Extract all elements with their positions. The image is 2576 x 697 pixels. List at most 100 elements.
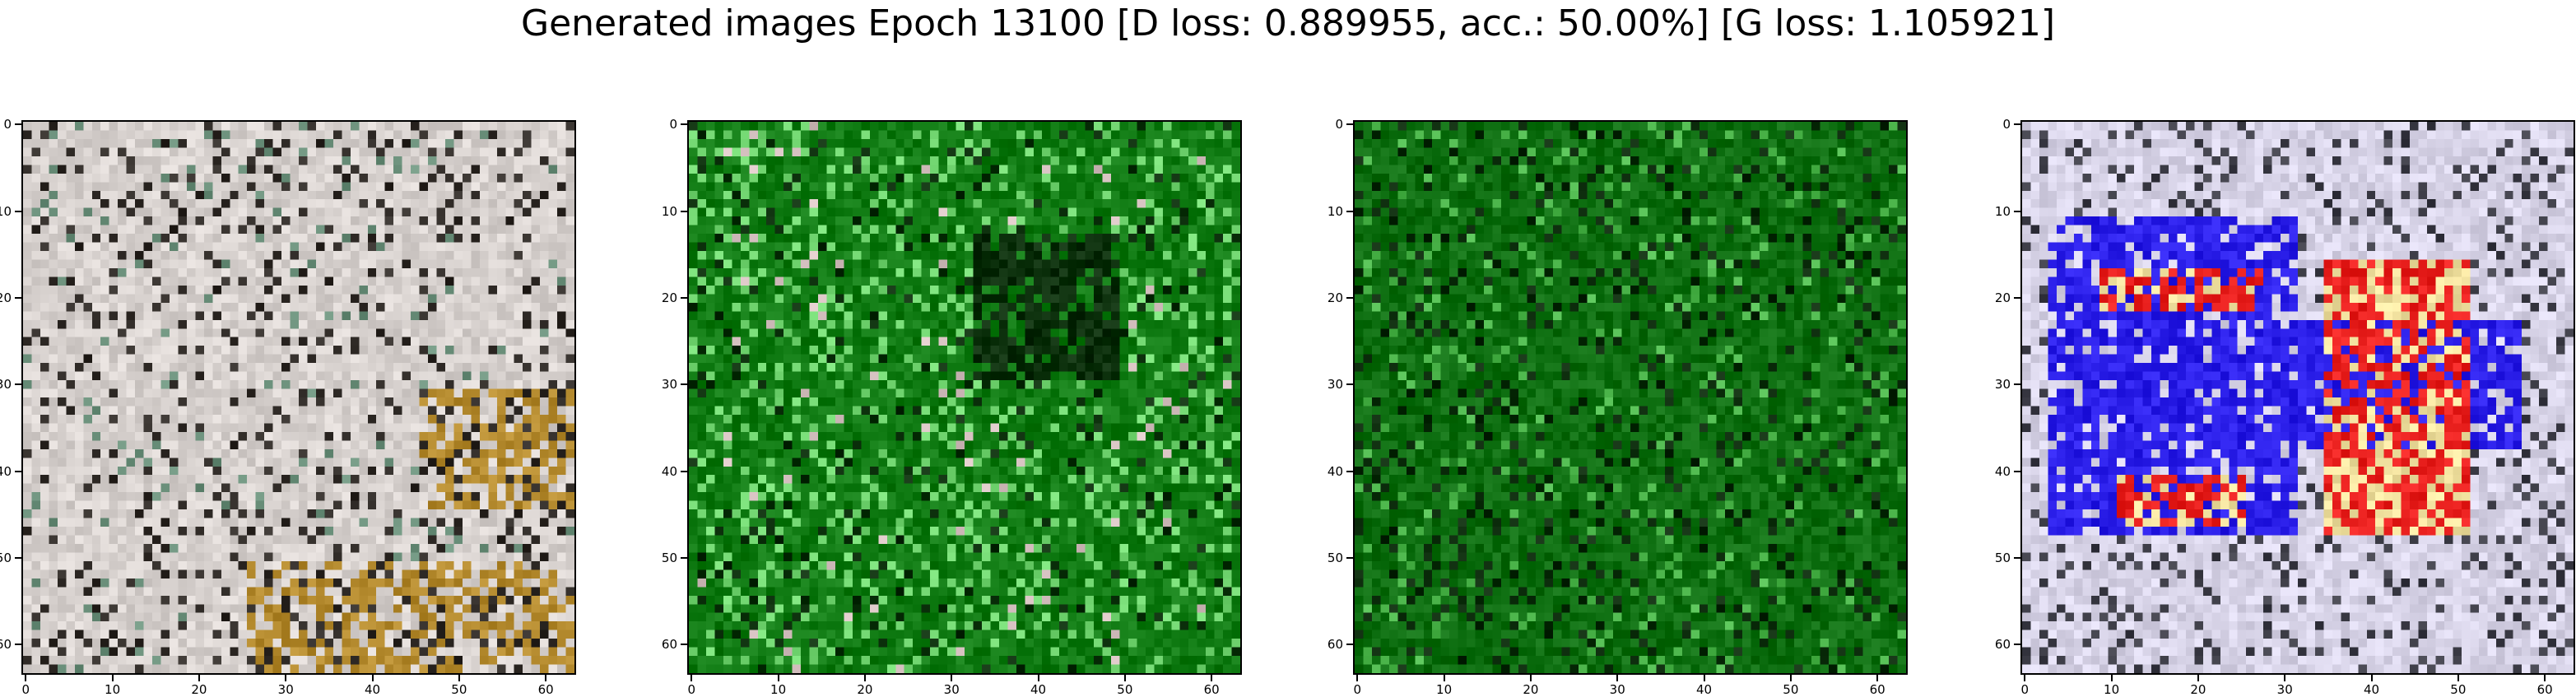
generated-image-canvas [2022,122,2574,673]
x-tick-label: 0 [2020,682,2030,697]
y-tick-mark [1346,644,1353,646]
y-tick-label: 10 [661,203,677,219]
x-tick-mark [1211,675,1213,681]
x-tick-mark [1876,675,1879,681]
y-tick-mark [2014,556,2020,559]
y-tick-mark [15,383,21,386]
y-tick-label: 10 [0,203,12,219]
y-tick-mark [2014,644,2020,646]
x-tick-label: 40 [2363,682,2380,697]
x-tick-label: 20 [857,682,873,697]
x-tick-label: 60 [537,682,554,697]
generated-image [1353,120,1908,675]
x-tick-mark [2284,675,2286,681]
y-tick-mark [15,556,21,559]
x-tick-label: 20 [2190,682,2206,697]
x-tick-label: 10 [770,682,787,697]
y-tick-mark [681,296,687,299]
x-tick-label: 30 [943,682,960,697]
y-tick-mark [1346,383,1353,386]
x-tick-mark [2110,675,2113,681]
y-tick-label: 0 [3,117,12,132]
y-tick-label: 30 [0,377,12,393]
x-tick-mark [2197,675,2199,681]
x-tick-label: 30 [1609,682,1625,697]
y-tick-mark [15,296,21,299]
y-tick-mark [15,123,21,126]
y-tick-mark [1346,470,1353,472]
x-tick-mark [458,675,460,681]
image-panel-1: 0 10 20 30 40 50 60 0 10 20 30 40 50 60 [0,118,576,696]
x-tick-label: 0 [687,682,696,697]
y-tick-mark [1346,556,1353,559]
y-tick-label: 20 [1994,290,2011,305]
y-tick-mark [15,470,21,472]
figure-title: Generated images Epoch 13100 [D loss: 0.… [520,2,2056,44]
generated-image [2020,120,2575,675]
y-tick-label: 30 [661,377,677,393]
generated-image-canvas [689,122,1240,673]
generated-image [21,120,576,675]
x-tick-label: 30 [277,682,294,697]
x-tick-label: 60 [1869,682,1886,697]
x-tick-label: 40 [364,682,381,697]
y-tick-mark [2014,210,2020,212]
x-tick-mark [198,675,200,681]
x-tick-mark [863,675,866,681]
y-tick-label: 50 [1994,550,2011,565]
x-tick-mark [1529,675,1532,681]
y-tick-label: 20 [661,290,677,305]
x-tick-label: 0 [21,682,30,697]
x-tick-label: 10 [1436,682,1453,697]
x-tick-mark [1703,675,1705,681]
y-tick-mark [681,470,687,472]
x-tick-label: 20 [191,682,207,697]
generated-image [687,120,1242,675]
x-tick-label: 10 [2104,682,2120,697]
y-tick-mark [681,383,687,386]
y-tick-label: 0 [1335,117,1343,132]
x-tick-mark [2457,675,2459,681]
y-tick-mark [1346,296,1353,299]
x-tick-mark [1037,675,1039,681]
x-tick-label: 0 [1353,682,1362,697]
x-tick-label: 20 [1523,682,1539,697]
y-tick-label: 40 [661,463,677,479]
x-tick-mark [285,675,287,681]
y-tick-mark [2014,470,2020,472]
y-tick-label: 20 [1327,290,1343,305]
y-tick-mark [1346,123,1353,126]
y-tick-label: 60 [1327,637,1343,653]
x-tick-mark [1443,675,1445,681]
image-panel-2: 0 10 20 30 40 50 60 0 10 20 30 40 50 60 [662,118,1242,696]
y-tick-mark [15,644,21,646]
x-tick-label: 60 [2536,682,2553,697]
y-tick-mark [2014,296,2020,299]
y-tick-label: 40 [1327,463,1343,479]
x-tick-mark [545,675,547,681]
x-tick-label: 30 [2276,682,2293,697]
y-tick-label: 60 [1994,637,2011,653]
y-tick-mark [681,644,687,646]
x-tick-label: 10 [105,682,121,697]
y-tick-label: 30 [1327,377,1343,393]
x-tick-mark [1356,675,1359,681]
x-tick-label: 50 [1783,682,1799,697]
x-tick-mark [111,675,114,681]
x-tick-mark [2024,675,2026,681]
y-tick-label: 0 [669,117,677,132]
x-tick-mark [25,675,27,681]
y-tick-label: 50 [1327,550,1343,565]
y-tick-mark [681,556,687,559]
y-tick-mark [15,210,21,212]
y-tick-mark [1346,210,1353,212]
x-tick-mark [951,675,953,681]
x-tick-label: 40 [1695,682,1713,697]
y-tick-label: 50 [0,550,12,565]
x-tick-label: 50 [1117,682,1133,697]
y-tick-label: 20 [0,290,12,305]
y-tick-mark [2014,383,2020,386]
image-panel-4: 0 10 20 30 40 50 60 0 10 20 30 40 50 60 [1995,118,2575,696]
y-tick-label: 10 [1994,203,2011,219]
x-tick-label: 40 [1030,682,1047,697]
